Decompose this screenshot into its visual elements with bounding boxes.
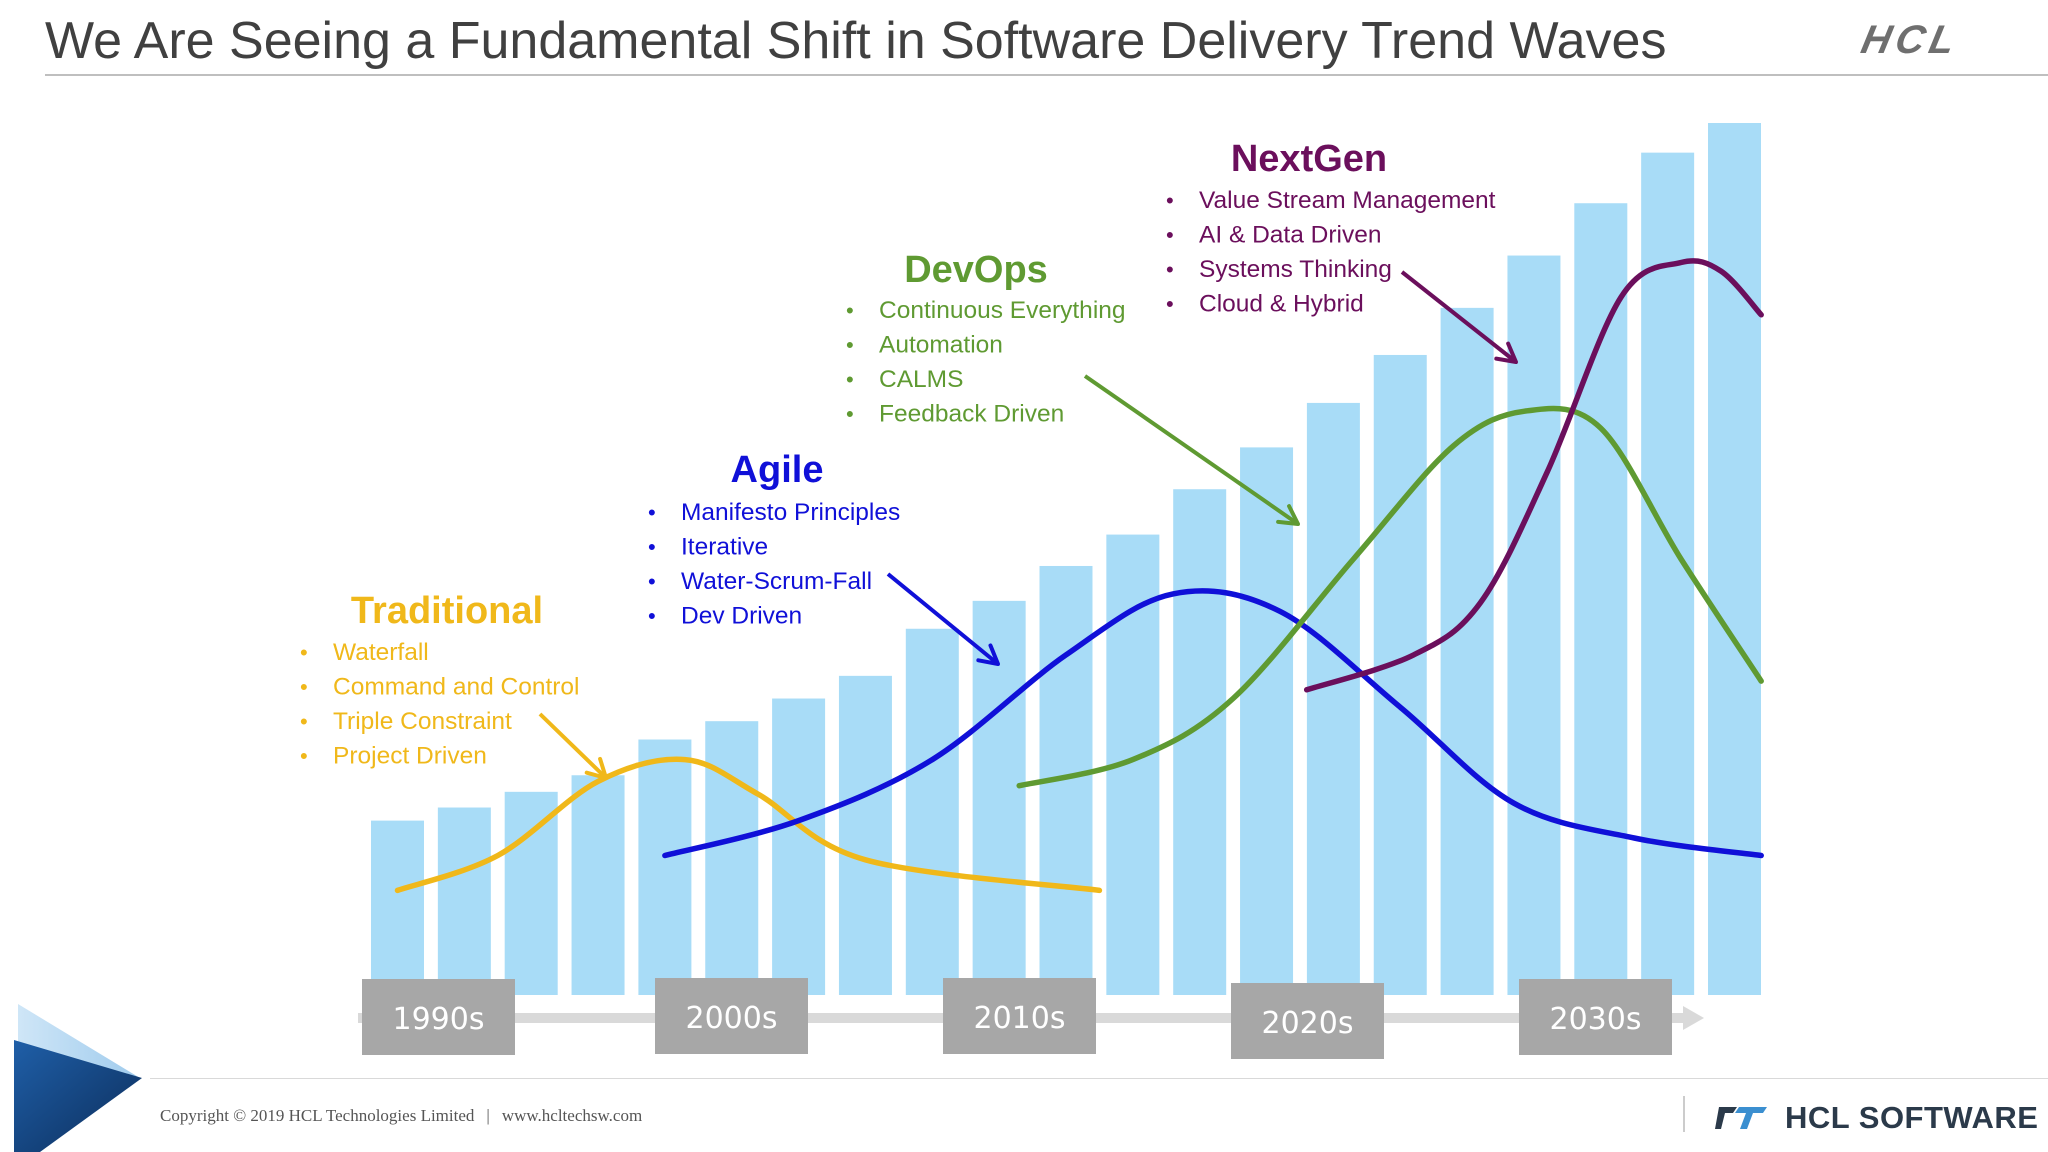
bullet-icon: •	[300, 640, 308, 665]
decade-label: 1990s	[393, 1002, 485, 1037]
decade-box	[943, 978, 1096, 1054]
devops-heading: DevOps	[904, 249, 1048, 291]
bullet-icon: •	[648, 500, 656, 525]
devops-arrow	[1083, 374, 1300, 526]
labels-layer: Traditional • Waterfall • Command and Contro…	[300, 138, 1496, 770]
devops-bullet: CALMS	[879, 366, 963, 393]
decade-label: 2000s	[686, 1001, 778, 1036]
bar	[972, 600, 1026, 995]
bar	[437, 807, 491, 995]
bar	[504, 791, 558, 995]
agile-bullet: Water-Scrum-Fall	[681, 568, 872, 595]
nextgen-bullet: Value Stream Management	[1199, 187, 1496, 214]
bar	[772, 698, 826, 995]
bars-layer	[371, 123, 1761, 995]
bullet-icon: •	[1166, 292, 1174, 317]
nextgen-heading: NextGen	[1231, 138, 1387, 180]
agile-bullet: Dev Driven	[681, 603, 802, 630]
agile-wave-line	[662, 588, 1764, 859]
decade-label: 2030s	[1550, 1002, 1642, 1037]
devops-bullet: Continuous Everything	[879, 297, 1126, 324]
bullet-icon: •	[1166, 257, 1174, 282]
bar	[905, 628, 959, 995]
footer-rule	[150, 1078, 2048, 1079]
devops-wave-line	[1016, 405, 1764, 789]
devops-bullet: Feedback Driven	[879, 401, 1064, 428]
bar	[838, 675, 892, 995]
timeline-layer: 1990s 2000s 2010s 2020s 2030s	[358, 978, 1704, 1059]
agile-arrow	[886, 572, 1000, 666]
traditional-arrowhead-icon	[584, 756, 608, 780]
traditional-heading: Traditional	[351, 590, 543, 632]
nextgen-wave-line	[1303, 258, 1764, 693]
footer-url-link[interactable]: www.hcltechsw.com	[501, 1106, 643, 1125]
nextgen-bullet: Cloud & Hybrid	[1199, 291, 1364, 318]
timeline-arrow-icon	[1683, 1006, 1704, 1030]
traditional-wave-line	[394, 756, 1103, 894]
nextgen-bullet: Systems Thinking	[1199, 256, 1392, 283]
bullet-icon: •	[648, 535, 656, 560]
nextgen-arrow	[1400, 270, 1518, 364]
bullet-icon: •	[300, 744, 308, 769]
bullet-icon: •	[846, 367, 854, 392]
decade-box	[362, 979, 515, 1055]
agile-bullet: Iterative	[681, 534, 768, 561]
decade-label: 2010s	[974, 1001, 1066, 1036]
bar	[1507, 255, 1561, 995]
footer-separator: |	[486, 1106, 490, 1125]
bar	[1240, 447, 1294, 995]
copyright-text: Copyright © 2019 HCL Technologies Limite…	[160, 1106, 642, 1126]
bar	[1173, 489, 1227, 995]
traditional-arrow	[538, 712, 608, 780]
bullet-icon: •	[846, 402, 854, 427]
curves-layer	[394, 258, 1764, 894]
bar	[571, 775, 625, 995]
bar	[371, 820, 424, 995]
decade-box	[1231, 983, 1384, 1059]
page-title: We Are Seeing a Fundamental Shift in Sof…	[45, 12, 1667, 70]
bar	[1641, 152, 1695, 995]
bullet-icon: •	[846, 333, 854, 358]
bar	[638, 739, 692, 995]
decade-box	[655, 978, 808, 1054]
corner-decoration	[14, 1004, 142, 1152]
decade-label: 2020s	[1262, 1006, 1354, 1041]
nextgen-arrowhead-icon	[1494, 341, 1518, 364]
hcl-software-logo: HCL SOFTWARE	[1713, 1098, 2038, 1138]
devops-bullet: Automation	[879, 332, 1003, 359]
traditional-bullet: Waterfall	[333, 639, 429, 666]
agile-bullet: Manifesto Principles	[681, 499, 900, 526]
bar	[1306, 402, 1360, 995]
copyright-label: Copyright © 2019 HCL Technologies Limite…	[160, 1106, 475, 1125]
bullet-icon: •	[648, 569, 656, 594]
title-rule	[45, 74, 2048, 76]
devops-arrowhead-icon	[1276, 504, 1300, 526]
arrows-layer	[538, 270, 1518, 780]
bar	[705, 721, 759, 995]
bullet-icon: •	[300, 675, 308, 700]
bullet-icon: •	[1166, 188, 1174, 213]
hcl-software-mark-icon	[1715, 1107, 1767, 1129]
traditional-bullet: Triple Constraint	[333, 708, 512, 735]
agile-heading: Agile	[731, 449, 824, 491]
bullet-icon: •	[300, 709, 308, 734]
traditional-bullet: Project Driven	[333, 743, 487, 770]
traditional-bullet: Command and Control	[333, 674, 579, 701]
nextgen-bullet: AI & Data Driven	[1199, 222, 1381, 249]
bar	[1440, 307, 1494, 995]
decade-box	[1519, 979, 1672, 1055]
bar	[1574, 203, 1628, 995]
bullet-icon: •	[648, 604, 656, 629]
bar	[1708, 123, 1761, 995]
footer-divider	[1683, 1096, 1685, 1132]
bullet-icon: •	[1166, 223, 1174, 248]
hcl-software-brand: HCL SOFTWARE	[1785, 1100, 2039, 1135]
bar	[1373, 354, 1427, 995]
agile-arrowhead-icon	[976, 643, 1000, 666]
bullet-icon: •	[846, 298, 854, 323]
